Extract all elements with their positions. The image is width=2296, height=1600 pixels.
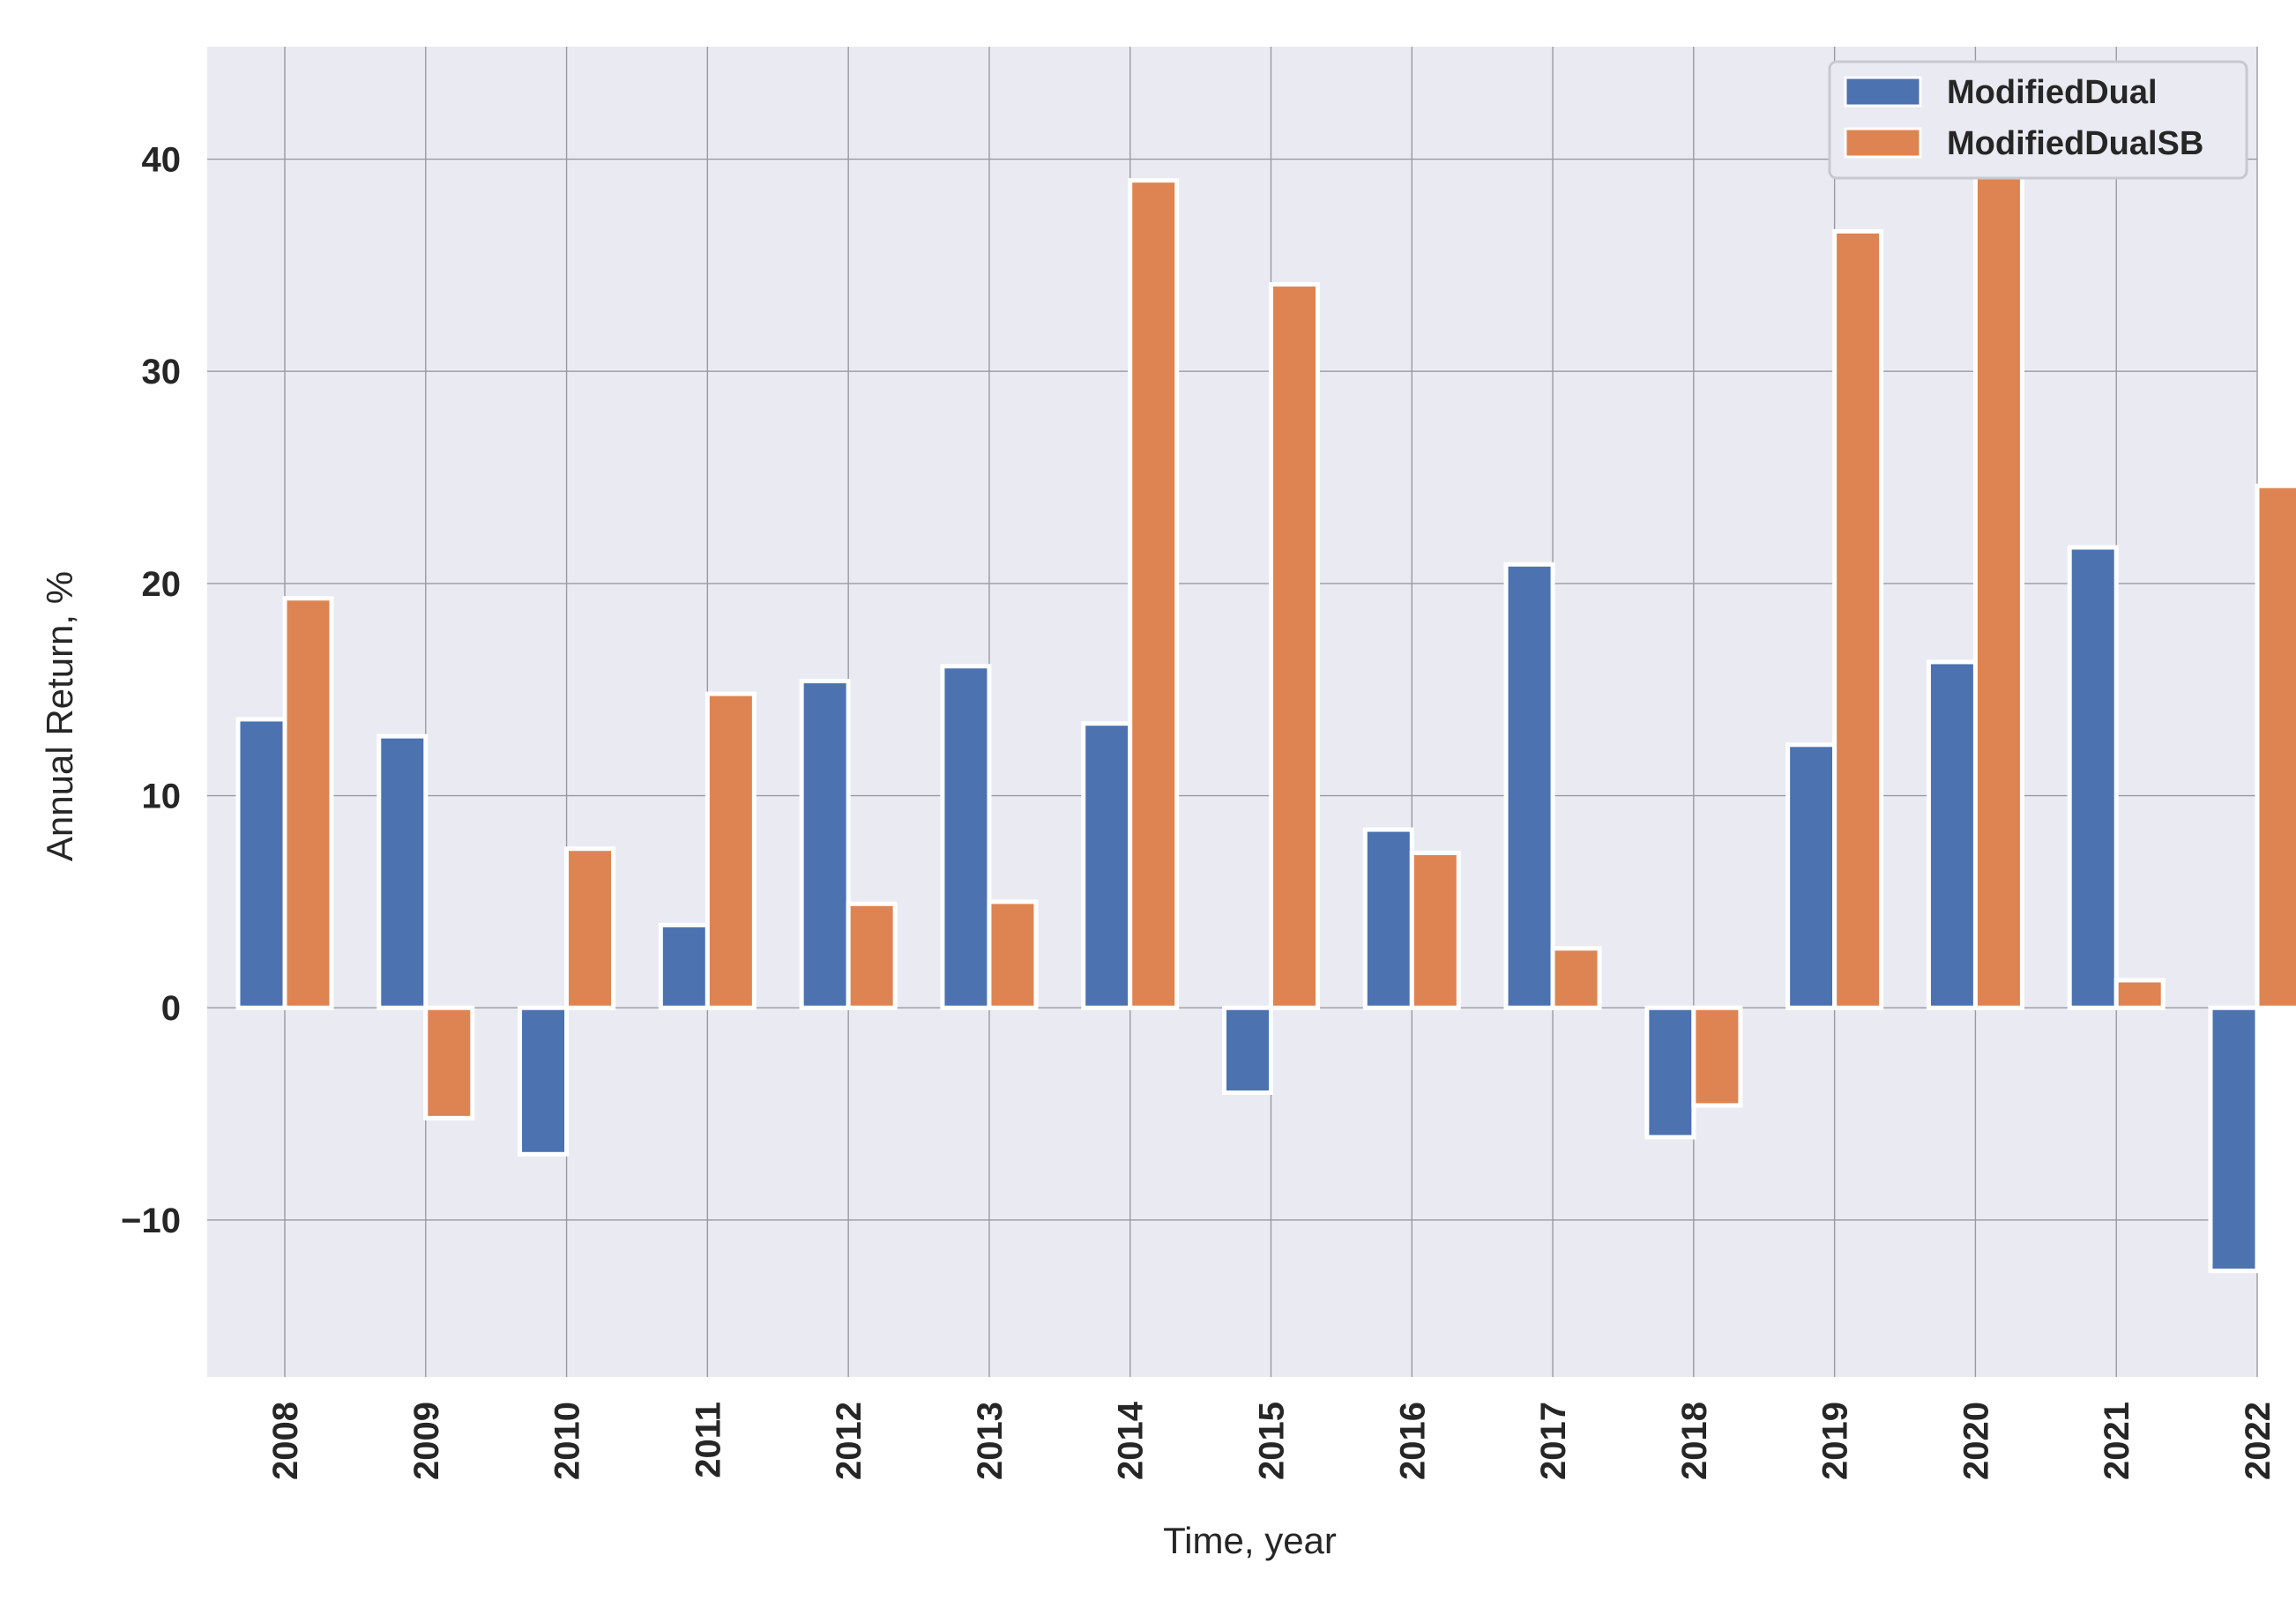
x-axis-ticks: 2008 2009 2010 2011 2012 2013 2014 2015 2016 2017… — [266, 1401, 2277, 1480]
y-tick-label: 0 — [161, 989, 181, 1028]
bar-ModifiedDual-2011 — [658, 922, 710, 1010]
bar-ModifiedDual-2012 — [799, 679, 851, 1010]
y-tick-label: 30 — [142, 353, 182, 391]
x-tick-label: 2016 — [1393, 1402, 1432, 1480]
x-tick-label: 2014 — [1112, 1401, 1151, 1480]
x-tick-label: 2020 — [1957, 1402, 1995, 1480]
y-axis-label: Annual Return, % — [39, 571, 80, 861]
bar-ModifiedDualSB-2012 — [846, 901, 898, 1010]
bar-ModifiedDualSB-2010 — [564, 846, 616, 1010]
x-tick-label: 2018 — [1675, 1402, 1714, 1480]
bar-ModifiedDualSB-2009 — [423, 1005, 475, 1120]
bar-ModifiedDualSB-2015 — [1269, 282, 1320, 1010]
x-tick-label: 2013 — [971, 1402, 1010, 1480]
bars — [235, 150, 2296, 1274]
bar-ModifiedDualSB-2011 — [704, 691, 757, 1010]
bar-ModifiedDual-2010 — [518, 1005, 570, 1157]
bar-ModifiedDual-2015 — [1222, 1005, 1273, 1096]
bar-ModifiedDual-2019 — [1785, 742, 1838, 1010]
bar-ModifiedDualSB-2021 — [2113, 978, 2166, 1010]
bar-ModifiedDual-2018 — [1644, 1005, 1696, 1140]
x-tick-label: 2012 — [830, 1402, 868, 1480]
x-tick-label: 2019 — [1816, 1402, 1855, 1480]
legend-swatch — [1844, 127, 1922, 159]
bar-ModifiedDual-2020 — [1926, 659, 1978, 1010]
x-tick-label: 2022 — [2239, 1402, 2277, 1480]
bar-ModifiedDual-2009 — [376, 733, 429, 1010]
legend-label: ModifiedDualSB — [1947, 125, 2203, 162]
legend: ModifiedDual ModifiedDualSB — [1828, 60, 2248, 180]
x-tick-label: 2017 — [1534, 1402, 1573, 1480]
x-tick-label: 2011 — [689, 1402, 727, 1478]
bar-ModifiedDual-2016 — [1362, 827, 1414, 1010]
x-axis-label: Time, year — [1163, 1520, 1337, 1561]
x-tick-label: 2021 — [2098, 1402, 2136, 1480]
bar-ModifiedDualSB-2016 — [1409, 851, 1461, 1010]
y-tick-label: 40 — [142, 141, 182, 180]
x-tick-label: 2008 — [266, 1402, 305, 1480]
bar-ModifiedDualSB-2008 — [282, 596, 334, 1010]
bar-ModifiedDual-2021 — [2067, 545, 2119, 1010]
bar-ModifiedDual-2013 — [940, 664, 992, 1010]
bar-ModifiedDualSB-2020 — [1972, 150, 2024, 1010]
bar-ModifiedDualSB-2019 — [1832, 228, 1884, 1010]
y-tick-label: −10 — [121, 1202, 181, 1240]
bar-ModifiedDual-2014 — [1081, 721, 1133, 1010]
legend-swatch — [1844, 76, 1922, 108]
x-tick-label: 2015 — [1253, 1402, 1292, 1480]
legend-label: ModifiedDual — [1947, 74, 2158, 111]
y-tick-label: 20 — [142, 565, 182, 604]
bar-ModifiedDual-2017 — [1503, 562, 1555, 1010]
bar-ModifiedDual-2008 — [235, 717, 287, 1010]
x-tick-label: 2009 — [407, 1402, 446, 1480]
bar-ModifiedDual-2022 — [2208, 1005, 2260, 1274]
bar-ModifiedDualSB-2022 — [2255, 483, 2296, 1010]
bar-ModifiedDualSB-2014 — [1128, 178, 1180, 1010]
legend-box — [1828, 60, 2248, 180]
bar-ModifiedDualSB-2018 — [1691, 1005, 1743, 1108]
x-tick-label: 2010 — [548, 1402, 587, 1480]
y-tick-label: 10 — [142, 778, 182, 816]
bar-ModifiedDualSB-2017 — [1550, 946, 1602, 1010]
bar-ModifiedDualSB-2013 — [987, 899, 1039, 1010]
y-axis-ticks: −10 0 10 20 30 40 — [121, 141, 181, 1240]
